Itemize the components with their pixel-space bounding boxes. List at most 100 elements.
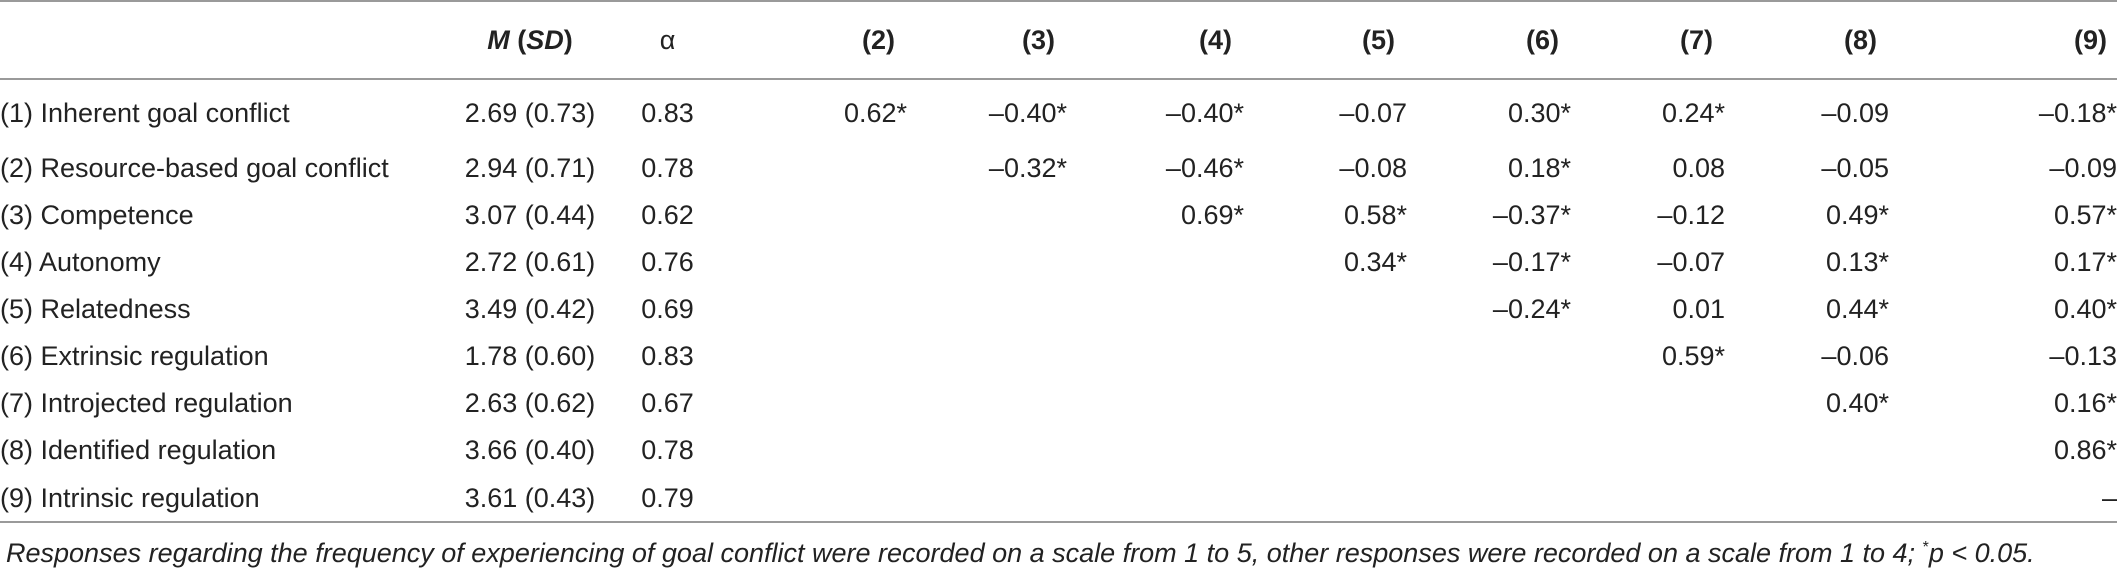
mean-sd-cell: 3.49 (0.42) xyxy=(464,294,596,324)
correlation-cell: –0.37* xyxy=(1492,200,1571,230)
header-col-6: (6) xyxy=(1526,24,1559,55)
row-label: (1) Inherent goal conflict xyxy=(0,98,290,128)
correlation-cell xyxy=(1256,286,1419,333)
correlation-cell xyxy=(1093,286,1256,333)
header-blank xyxy=(0,2,455,78)
correlation-cell xyxy=(1093,239,1256,286)
header-alpha: α xyxy=(659,24,676,55)
correlation-cell: 0.18* xyxy=(1507,153,1571,183)
table-row: (5) Relatedness 3.49 (0.42) 0.69 –0.24* 0.01… xyxy=(0,286,2117,333)
correlation-cell xyxy=(730,192,925,239)
correlation-cell xyxy=(1093,380,1256,427)
header-col-5: (5) xyxy=(1362,24,1395,55)
table-row: (1) Inherent goal conflict 2.69 (0.73) 0.8… xyxy=(0,78,2117,145)
correlation-cell xyxy=(925,427,1093,474)
correlation-cell: 0.58* xyxy=(1343,200,1407,230)
correlation-cell: 0.62* xyxy=(843,98,907,128)
correlation-cell xyxy=(925,380,1093,427)
correlation-cell: 0.69* xyxy=(1180,200,1244,230)
table-row: (2) Resource-based goal conflict 2.94 (0.… xyxy=(0,145,2117,192)
correlation-cell xyxy=(730,380,925,427)
correlation-cell xyxy=(925,333,1093,380)
top-rule xyxy=(0,0,2117,2)
correlation-cell xyxy=(1093,427,1256,474)
mean-sd-cell: 2.72 (0.61) xyxy=(464,247,596,277)
table-row: (4) Autonomy 2.72 (0.61) 0.76 0.34* –0.17* –0… xyxy=(0,239,2117,286)
correlation-cell xyxy=(1419,333,1583,380)
header-col-7: (7) xyxy=(1680,24,1713,55)
alpha-cell: 0.78 xyxy=(641,153,694,183)
correlation-cell xyxy=(1737,427,1901,474)
row-label: (8) Identified regulation xyxy=(0,435,277,465)
correlation-cell: 0.13* xyxy=(1825,247,1889,277)
correlation-cell xyxy=(1583,427,1737,474)
correlation-cell: 0.57* xyxy=(2053,200,2117,230)
correlation-cell xyxy=(1737,474,1901,523)
correlation-table: M (SD) α (2) (3) (4) (5) (6) (7) (8) (9)… xyxy=(0,2,2117,523)
mean-sd-cell: 3.61 (0.43) xyxy=(464,483,596,513)
correlation-cell: 0.16* xyxy=(2053,388,2117,418)
correlation-cell: 0.30* xyxy=(1507,98,1571,128)
header-col-8: (8) xyxy=(1844,24,1877,55)
correlation-cell: 0.44* xyxy=(1825,294,1889,324)
correlation-cell xyxy=(925,239,1093,286)
correlation-cell: 0.40* xyxy=(2053,294,2117,324)
correlation-cell: –0.18* xyxy=(2038,98,2117,128)
header-rule xyxy=(0,78,2117,80)
correlation-cell: –0.40* xyxy=(988,98,1067,128)
mean-sd-cell: 2.94 (0.71) xyxy=(464,153,596,183)
mean-sd-cell: 3.66 (0.40) xyxy=(464,435,596,465)
correlation-cell: –0.24* xyxy=(1492,294,1571,324)
correlation-cell: –0.12 xyxy=(1657,200,1725,230)
row-label: (5) Relatedness xyxy=(0,294,191,324)
header-col-9: (9) xyxy=(2074,24,2107,55)
correlation-cell: 0.49* xyxy=(1825,200,1889,230)
alpha-cell: 0.69 xyxy=(641,294,694,324)
header-col-3: (3) xyxy=(1022,24,1055,55)
correlation-cell: –0.09 xyxy=(1821,98,1889,128)
correlation-cell xyxy=(925,474,1093,523)
correlation-cell xyxy=(1093,474,1256,523)
alpha-cell: 0.83 xyxy=(641,98,694,128)
correlation-cell xyxy=(730,333,925,380)
table-row: (3) Competence 3.07 (0.44) 0.62 0.69* 0.58* –… xyxy=(0,192,2117,239)
table-footnote: Responses regarding the frequency of exp… xyxy=(6,538,2035,568)
row-label: (9) Intrinsic regulation xyxy=(0,483,260,513)
alpha-cell: 0.83 xyxy=(641,341,694,371)
row-label: (4) Autonomy xyxy=(0,247,161,277)
correlation-cell: –0.08 xyxy=(1339,153,1407,183)
correlation-cell: 0.01 xyxy=(1672,294,1725,324)
correlation-cell: –0.40* xyxy=(1165,98,1244,128)
correlation-cell: –0.13 xyxy=(2049,341,2117,371)
correlation-cell xyxy=(925,192,1093,239)
alpha-cell: 0.76 xyxy=(641,247,694,277)
alpha-cell: 0.67 xyxy=(641,388,694,418)
correlation-cell: –0.07 xyxy=(1339,98,1407,128)
table-row: (7) Introjected regulation 2.63 (0.62) 0.6… xyxy=(0,380,2117,427)
correlation-cell xyxy=(1419,427,1583,474)
correlation-cell xyxy=(1256,333,1419,380)
correlation-cell xyxy=(1583,474,1737,523)
correlation-cell xyxy=(925,286,1093,333)
header-col-2: (2) xyxy=(862,24,895,55)
correlation-cell xyxy=(1093,333,1256,380)
correlation-cell xyxy=(1419,380,1583,427)
table-row: (6) Extrinsic regulation 1.78 (0.60) 0.83 0… xyxy=(0,333,2117,380)
correlation-cell xyxy=(1256,474,1419,523)
correlation-cell xyxy=(730,145,925,192)
correlation-cell: 0.59* xyxy=(1661,341,1725,371)
table-row: (9) Intrinsic regulation 3.61 (0.43) 0.79 – xyxy=(0,474,2117,523)
header-col-4: (4) xyxy=(1199,24,1232,55)
correlation-cell xyxy=(1256,427,1419,474)
correlation-cell xyxy=(730,427,925,474)
correlation-cell xyxy=(1583,380,1737,427)
correlation-cell: 0.08 xyxy=(1672,153,1725,183)
correlation-cell xyxy=(1419,474,1583,523)
table-row: (8) Identified regulation 3.66 (0.40) 0.78… xyxy=(0,427,2117,474)
correlation-cell xyxy=(730,474,925,523)
correlation-cell: –0.09 xyxy=(2049,153,2117,183)
correlation-cell: –0.17* xyxy=(1492,247,1571,277)
row-label: (7) Introjected regulation xyxy=(0,388,293,418)
correlation-cell: 0.34* xyxy=(1343,247,1407,277)
